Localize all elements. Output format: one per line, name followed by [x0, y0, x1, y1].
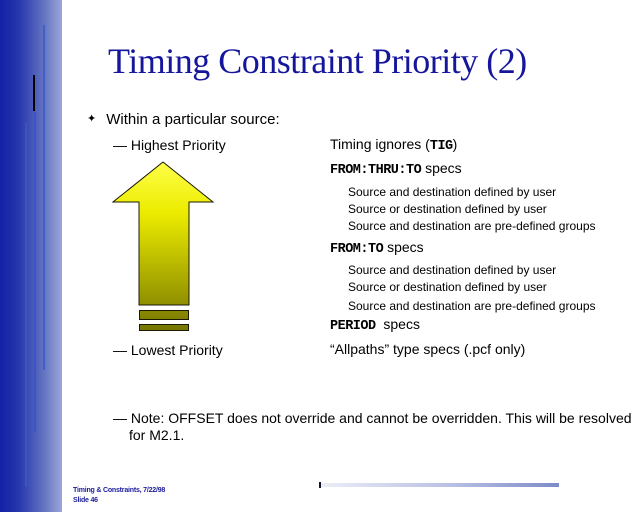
footer-divider-line [321, 483, 559, 487]
bullet-row: ✦ Within a particular source: [87, 110, 280, 129]
spec-text: specs [421, 160, 462, 176]
slide-title: Timing Constraint Priority (2) [108, 41, 527, 81]
spec-keyword: TIG [429, 139, 453, 154]
priority-up-arrow [111, 161, 215, 333]
arrow-segment-2 [139, 324, 189, 331]
footer-line1: Timing & Constraints, 7/22/98 [73, 487, 166, 494]
spec-row-timing-ignores: Timing ignores (TIG) [330, 136, 457, 155]
bullet-text: Within a particular source: [106, 111, 280, 128]
arrow-segment-1 [139, 310, 189, 320]
sidebar-accent-line [25, 123, 27, 487]
spec-text: ) [452, 136, 458, 152]
spec-row-from-thru-to: FROM:THRU:TO specs [330, 160, 462, 179]
sidebar-accent-line-dark [33, 75, 35, 111]
spec-sub-item: Source or destination defined by user [348, 280, 547, 294]
spec-sub-item: Source and destination are pre-defined g… [348, 219, 596, 233]
note-dash: — [113, 410, 127, 426]
spec-row-from-to: FROM:TO specs [330, 239, 424, 258]
footer-text: Timing & Constraints, 7/22/98 Slide 46 [73, 486, 165, 506]
sidebar-gradient-bar [0, 0, 62, 512]
lowest-priority-label: — Lowest Priority [113, 342, 223, 358]
footer-line2: Slide 46 [73, 497, 98, 504]
arrow-body [111, 161, 215, 306]
footer-divider-tick [319, 482, 321, 488]
spec-keyword: FROM:THRU:TO [330, 163, 422, 178]
note-text: Note: OFFSET does not override and canno… [129, 410, 632, 443]
spec-sub-item: Source and destination defined by user [348, 185, 557, 199]
offset-note: — Note: OFFSET does not override and can… [113, 410, 640, 444]
spec-text: Timing ignores ( [330, 136, 430, 152]
spec-text: specs [383, 239, 424, 255]
spec-keyword: FROM:TO [330, 242, 384, 257]
spec-row-allpaths: “Allpaths” type specs (.pcf only) [330, 341, 526, 357]
spec-keyword: PERIOD [330, 319, 376, 334]
spec-sub-item: Source and destination defined by user [348, 263, 557, 277]
diamond-bullet-icon: ✦ [87, 113, 97, 125]
sidebar-accent-line [34, 112, 36, 432]
spec-sub-item: Source or destination defined by user [348, 202, 547, 216]
sidebar-accent-line [43, 25, 45, 370]
spec-row-period: PERIOD specs [330, 316, 420, 335]
highest-priority-label: — Highest Priority [113, 137, 226, 153]
spec-text: specs [375, 316, 420, 332]
spec-sub-item: Source and destination are pre-defined g… [348, 299, 596, 313]
